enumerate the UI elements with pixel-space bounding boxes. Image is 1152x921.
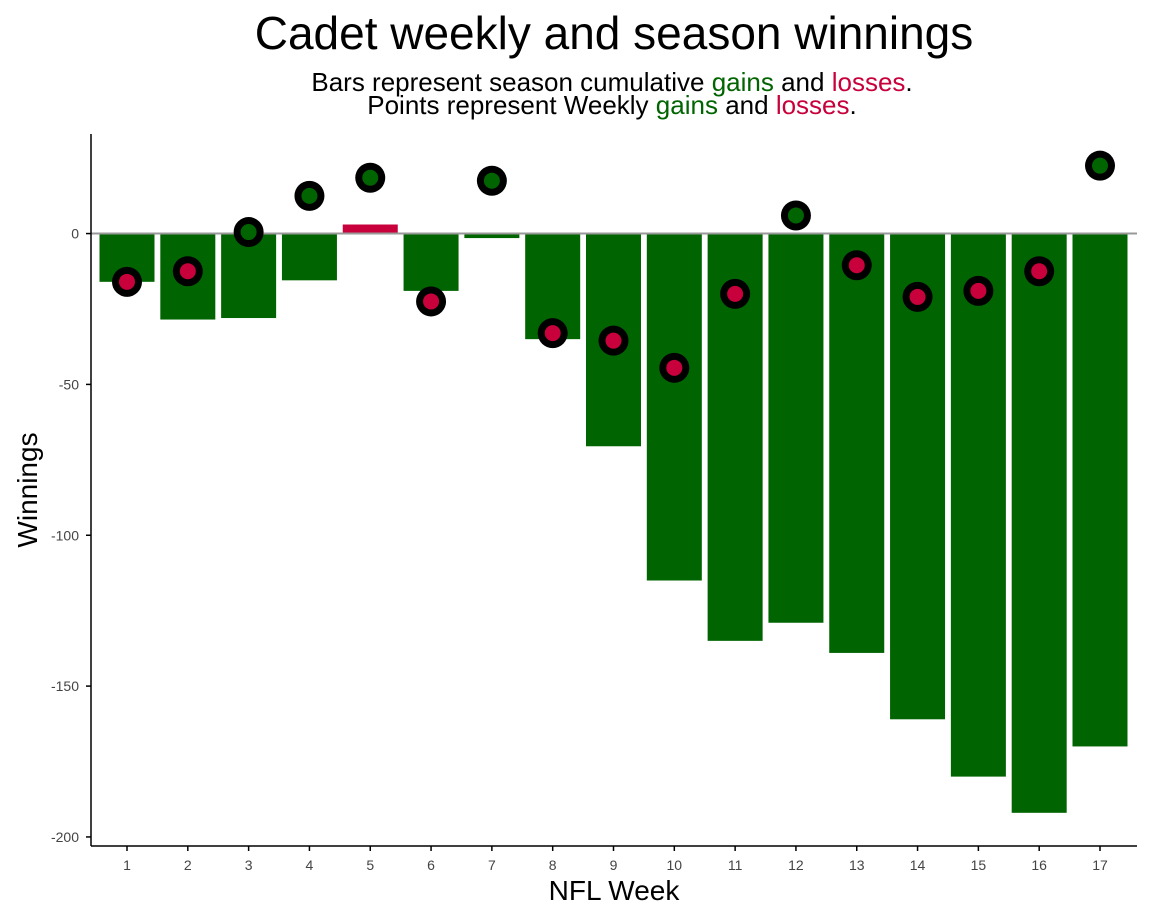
- point-fill: [727, 285, 744, 302]
- x-tick-label: 4: [306, 857, 314, 873]
- x-tick-label: 14: [910, 857, 926, 873]
- subtitle-1-end: .: [905, 67, 912, 97]
- bar-week-5: [342, 224, 398, 234]
- point-week-13: [841, 250, 872, 281]
- subtitle-1-and: and: [781, 67, 824, 97]
- x-tick-label: 10: [667, 857, 683, 873]
- point-fill: [666, 359, 683, 376]
- subtitle-1-gains: gains: [712, 67, 774, 97]
- point-week-16: [1024, 256, 1055, 287]
- x-tick-label: 8: [549, 857, 557, 873]
- subtitle-line-1: Bars represent season cumulative gains a…: [311, 67, 912, 97]
- x-tick-label: 3: [245, 857, 253, 873]
- x-tick-label: 7: [488, 857, 496, 873]
- bar-week-13: [829, 233, 885, 653]
- subtitle-2-end: .: [850, 90, 857, 120]
- bar-week-16: [1011, 233, 1067, 813]
- x-tick-label: 9: [610, 857, 618, 873]
- bar-week-14: [890, 233, 946, 720]
- x-tick-label: 16: [1031, 857, 1047, 873]
- point-week-3: [233, 217, 264, 248]
- point-fill: [240, 224, 257, 241]
- point-week-8: [537, 318, 568, 349]
- point-week-12: [780, 200, 811, 231]
- bar-week-12: [768, 233, 824, 623]
- subtitle-1-prefix: Bars represent season cumulative: [311, 67, 704, 97]
- x-tick-label: 13: [849, 857, 865, 873]
- x-tick-label: 17: [1092, 857, 1108, 873]
- point-fill: [301, 187, 318, 204]
- point-week-9: [598, 325, 629, 356]
- x-tick-label: 5: [366, 857, 374, 873]
- point-week-14: [902, 281, 933, 312]
- subtitle-1-losses: losses: [832, 67, 906, 97]
- y-tick-label: 0: [71, 226, 79, 242]
- bar-week-6: [403, 233, 459, 291]
- y-tick-label: -150: [51, 678, 79, 694]
- point-week-6: [416, 286, 447, 317]
- x-tick-label: 6: [427, 857, 435, 873]
- subtitle-2-gains: gains: [656, 90, 718, 120]
- y-axis-label: Winnings: [12, 432, 43, 547]
- y-tick-label: -50: [59, 376, 79, 392]
- point-fill: [179, 263, 196, 280]
- x-tick-label: 15: [971, 857, 987, 873]
- point-week-2: [172, 256, 203, 287]
- point-fill: [848, 257, 865, 274]
- subtitle-2-losses: losses: [776, 90, 850, 120]
- point-week-17: [1085, 150, 1115, 181]
- points-layer: [112, 150, 1115, 383]
- y-tick-label: -100: [51, 527, 79, 543]
- y-ticks: 0 -50 -100 -150 -200: [51, 226, 91, 845]
- point-fill: [119, 273, 135, 290]
- point-fill: [423, 293, 440, 310]
- point-week-15: [963, 275, 994, 306]
- x-tick-label: 1: [123, 857, 131, 873]
- point-fill: [483, 172, 500, 189]
- bar-week-3: [221, 233, 277, 319]
- point-week-4: [294, 180, 325, 211]
- x-tick-label: 12: [788, 857, 804, 873]
- point-week-10: [659, 352, 690, 383]
- point-fill: [544, 325, 561, 342]
- point-week-7: [476, 165, 507, 196]
- bar-week-10: [646, 233, 702, 581]
- point-fill: [909, 288, 926, 305]
- chart-title: Cadet weekly and season winnings: [255, 7, 974, 59]
- subtitle-2-and: and: [725, 90, 768, 120]
- x-tick-label: 11: [728, 857, 743, 873]
- bar-week-4: [281, 233, 337, 281]
- y-tick-label: -200: [51, 829, 79, 845]
- point-fill: [1092, 157, 1108, 174]
- subtitle-line-2: Points represent Weekly gains and losses…: [367, 90, 857, 120]
- point-week-1: [112, 266, 142, 297]
- x-ticks: 1 2 3 4 5 6 7 8 9 10 11 12 13 14 15 16 17: [123, 846, 1108, 873]
- point-fill: [787, 207, 804, 224]
- bars-layer: [99, 224, 1128, 813]
- point-fill: [605, 332, 622, 349]
- point-week-5: [355, 162, 386, 193]
- x-axis-label: NFL Week: [549, 875, 681, 906]
- bar-week-15: [950, 233, 1006, 777]
- point-fill: [970, 282, 987, 299]
- bar-week-17: [1072, 233, 1128, 747]
- subtitle-2-prefix: Points represent Weekly: [367, 90, 648, 120]
- x-tick-label: 2: [184, 857, 192, 873]
- bar-week-7: [464, 233, 520, 239]
- point-fill: [1031, 263, 1048, 280]
- point-week-11: [720, 278, 751, 309]
- point-fill: [362, 169, 379, 186]
